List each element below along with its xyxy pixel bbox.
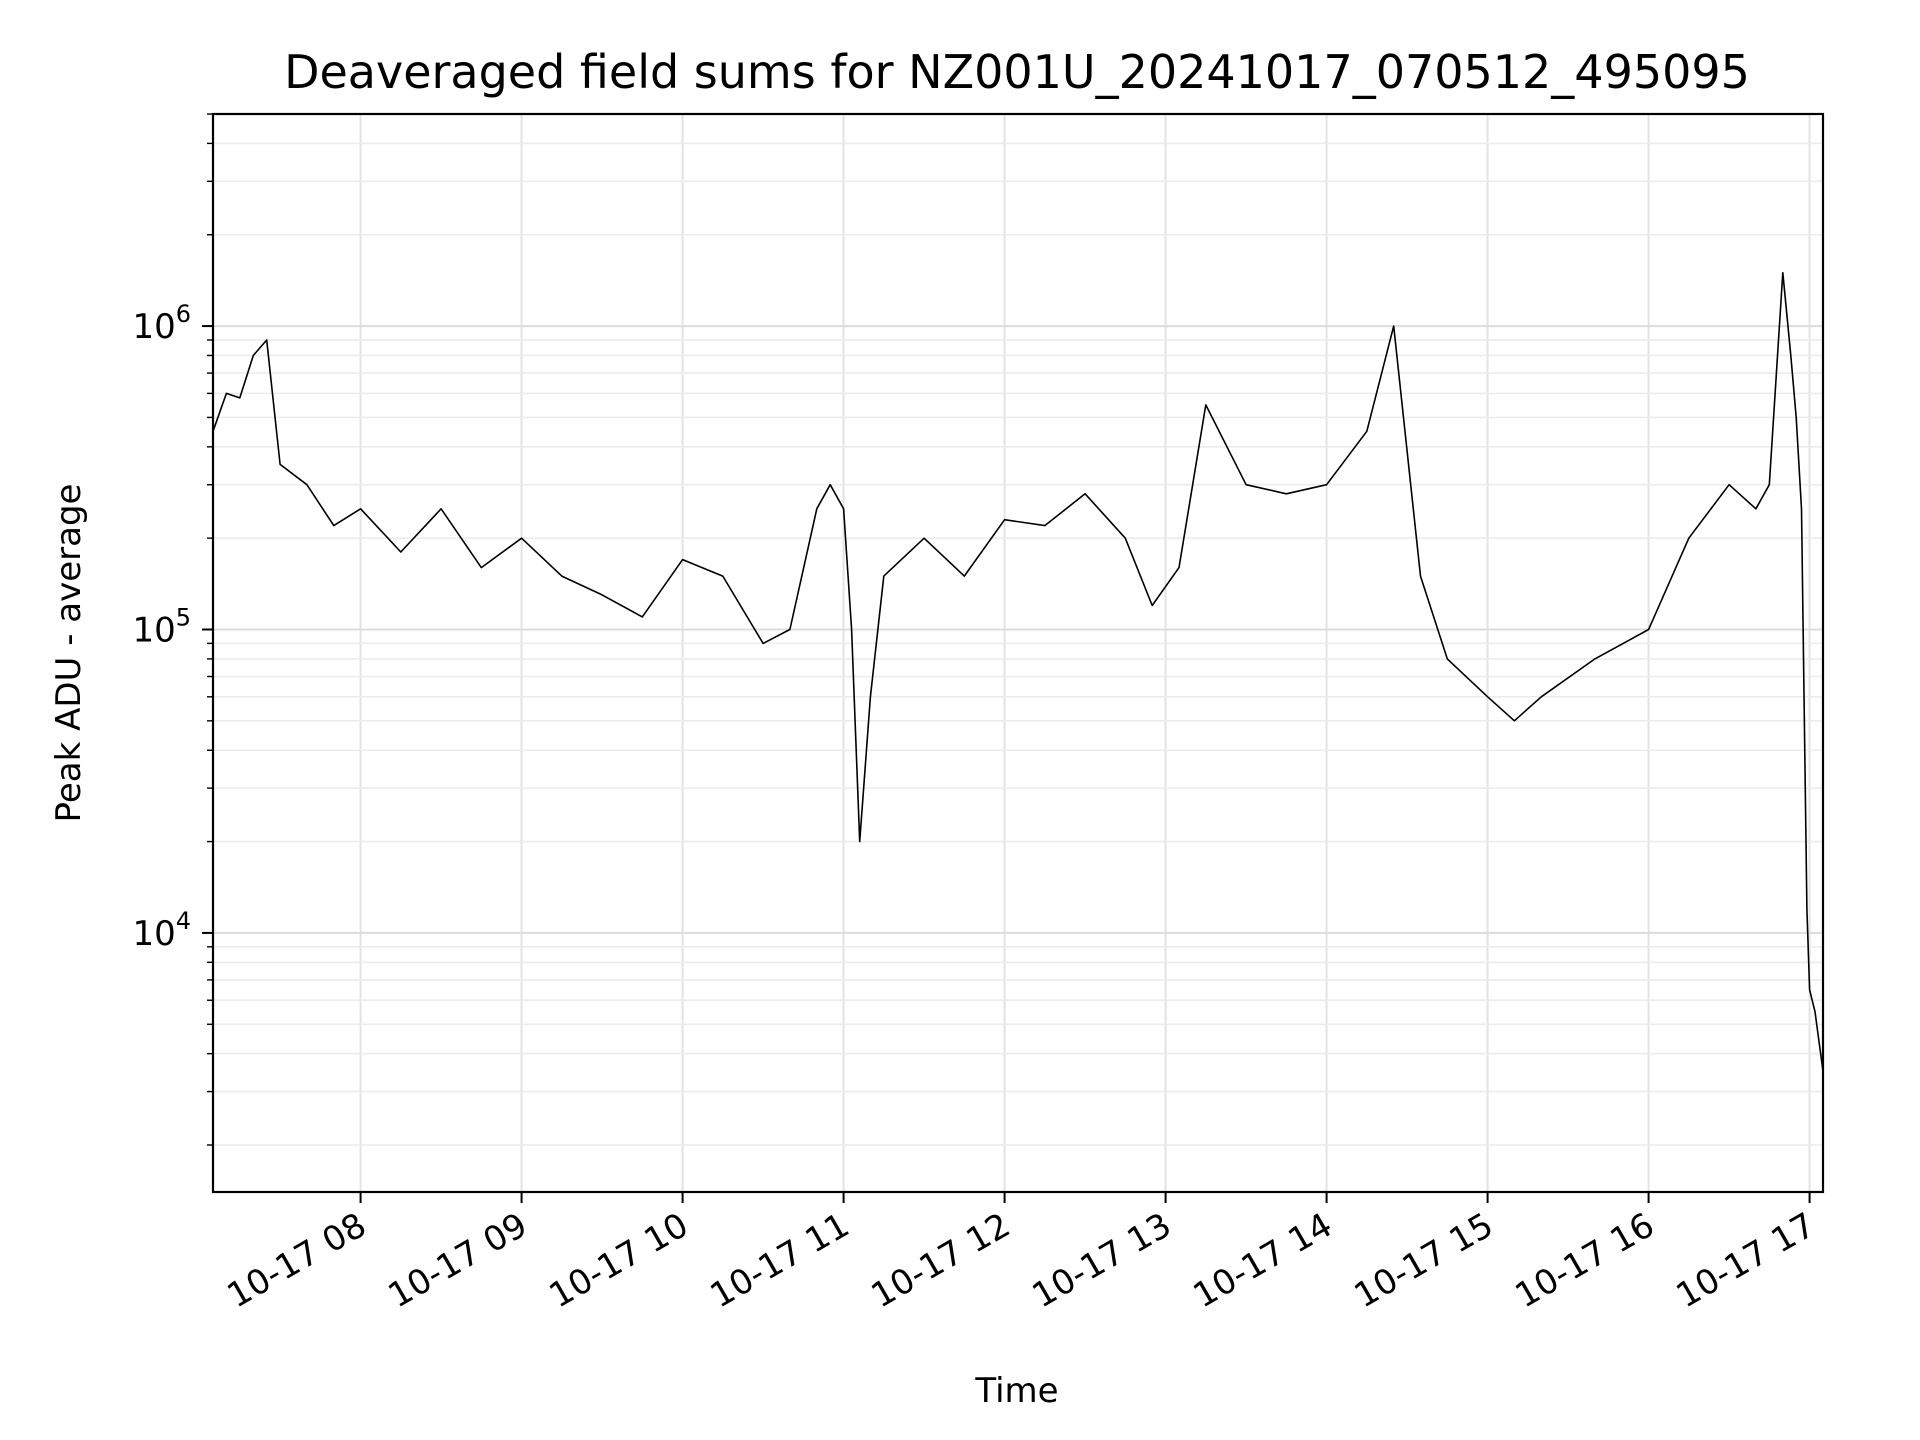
y-tick-label: 106 xyxy=(132,300,191,347)
series-layer xyxy=(212,271,1824,1072)
y-tick-label: 105 xyxy=(132,603,191,650)
grid-lines xyxy=(213,113,1823,1192)
series-line xyxy=(212,271,1824,1072)
x-axis-label: Time xyxy=(974,1371,1058,1411)
y-tick-label: 104 xyxy=(132,907,191,954)
y-axis-label: Peak ADU - average xyxy=(49,484,89,823)
plot-frame xyxy=(211,112,1825,1194)
chart-title: Deaveraged field sums for NZ001U_2024101… xyxy=(284,45,1750,99)
